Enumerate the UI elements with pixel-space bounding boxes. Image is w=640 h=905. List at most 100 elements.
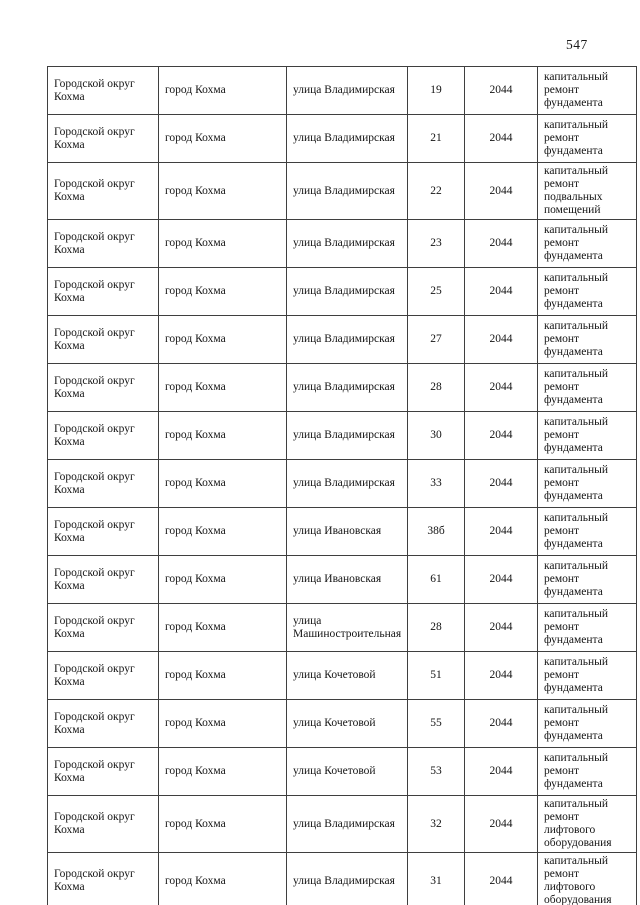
cell-year: 2044 <box>464 699 538 748</box>
cell-city: город Кохма <box>158 555 287 604</box>
table-row: Городской округ Кохма город Кохма улица Вл… <box>47 315 637 364</box>
cell-year: 2044 <box>464 411 538 460</box>
cell-repair_type: капитальный ремонт фундамента <box>537 267 637 316</box>
cell-street: улица Владимирская <box>286 459 408 508</box>
cell-house_number: 23 <box>407 219 465 268</box>
cell-city: город Кохма <box>158 66 287 115</box>
cell-house_number: 27 <box>407 315 465 364</box>
cell-year: 2044 <box>464 507 538 556</box>
cell-municipality: Городской округ Кохма <box>47 852 159 905</box>
cell-street: улица Кочетовой <box>286 651 408 700</box>
cell-street: улица Владимирская <box>286 315 408 364</box>
page-number: 547 <box>566 37 588 52</box>
cell-city: город Кохма <box>158 747 287 796</box>
cell-municipality: Городской округ Кохма <box>47 507 159 556</box>
cell-house_number: 22 <box>407 162 465 220</box>
cell-year: 2044 <box>464 219 538 268</box>
cell-year: 2044 <box>464 162 538 220</box>
table-row: Городской округ Кохма город Кохма улица Вл… <box>47 114 637 163</box>
cell-street: улица Кочетовой <box>286 699 408 748</box>
cell-house_number: 53 <box>407 747 465 796</box>
cell-year: 2044 <box>464 555 538 604</box>
cell-municipality: Городской округ Кохма <box>47 363 159 412</box>
table-row: Городской округ Кохма город Кохма улица Вл… <box>47 795 637 853</box>
cell-house_number: 51 <box>407 651 465 700</box>
table-row: Городской округ Кохма город Кохма улица Вл… <box>47 363 637 412</box>
table-row: Городской округ Кохма город Кохма улица Вл… <box>47 219 637 268</box>
table-row: Городской округ Кохма город Кохма улица Ко… <box>47 651 637 700</box>
cell-municipality: Городской округ Кохма <box>47 411 159 460</box>
cell-repair_type: капитальный ремонт фундамента <box>537 363 637 412</box>
cell-municipality: Городской округ Кохма <box>47 114 159 163</box>
cell-municipality: Городской округ Кохма <box>47 267 159 316</box>
cell-street: улица Кочетовой <box>286 747 408 796</box>
cell-municipality: Городской округ Кохма <box>47 603 159 652</box>
cell-house_number: 30 <box>407 411 465 460</box>
cell-house_number: 21 <box>407 114 465 163</box>
table-row: Городской округ Кохма город Кохма улица Вл… <box>47 162 637 220</box>
cell-repair_type: капитальный ремонт фундамента <box>537 603 637 652</box>
cell-street: улица Владимирская <box>286 114 408 163</box>
table-row: Городской округ Кохма город Кохма улица Вл… <box>47 411 637 460</box>
cell-repair_type: капитальный ремонт фундамента <box>537 507 637 556</box>
cell-repair_type: капитальный ремонт фундамента <box>537 315 637 364</box>
table-row: Городской округ Кохма город Кохма улица Ив… <box>47 507 637 556</box>
cell-street: улица Владимирская <box>286 267 408 316</box>
cell-city: город Кохма <box>158 114 287 163</box>
cell-street: улица Владимирская <box>286 219 408 268</box>
cell-repair_type: капитальный ремонт фундамента <box>537 459 637 508</box>
cell-municipality: Городской округ Кохма <box>47 219 159 268</box>
cell-house_number: 28 <box>407 603 465 652</box>
cell-street: улица Владимирская <box>286 162 408 220</box>
table-row: Городской округ Кохма город Кохма улица Ма… <box>47 603 637 652</box>
cell-year: 2044 <box>464 267 538 316</box>
repair-schedule-table: Городской округ Кохма город Кохма улица Вл… <box>47 66 637 905</box>
table-row: Городской округ Кохма город Кохма улица Ко… <box>47 699 637 748</box>
cell-year: 2044 <box>464 795 538 853</box>
table-row: Городской округ Кохма город Кохма улица Ив… <box>47 555 637 604</box>
repair-schedule-table-body: Городской округ Кохма город Кохма улица Вл… <box>47 66 637 905</box>
cell-city: город Кохма <box>158 411 287 460</box>
cell-repair_type: капитальный ремонт лифтового оборудовани… <box>537 795 637 853</box>
cell-year: 2044 <box>464 651 538 700</box>
cell-house_number: 55 <box>407 699 465 748</box>
cell-repair_type: капитальный ремонт фундамента <box>537 114 637 163</box>
table-row: Городской округ Кохма город Кохма улица Вл… <box>47 852 637 905</box>
cell-year: 2044 <box>464 603 538 652</box>
cell-municipality: Городской округ Кохма <box>47 795 159 853</box>
cell-municipality: Городской округ Кохма <box>47 651 159 700</box>
cell-house_number: 25 <box>407 267 465 316</box>
cell-municipality: Городской округ Кохма <box>47 315 159 364</box>
cell-house_number: 32 <box>407 795 465 853</box>
cell-street: улица Владимирская <box>286 411 408 460</box>
cell-municipality: Городской округ Кохма <box>47 459 159 508</box>
cell-city: город Кохма <box>158 651 287 700</box>
cell-repair_type: капитальный ремонт фундамента <box>537 699 637 748</box>
cell-repair_type: капитальный ремонт фундамента <box>537 411 637 460</box>
cell-year: 2044 <box>464 852 538 905</box>
cell-city: город Кохма <box>158 267 287 316</box>
cell-city: город Кохма <box>158 507 287 556</box>
cell-repair_type: капитальный ремонт фундамента <box>537 555 637 604</box>
cell-repair_type: капитальный ремонт фундамента <box>537 747 637 796</box>
cell-house_number: 38б <box>407 507 465 556</box>
cell-street: улица Машиностроительная <box>286 603 408 652</box>
cell-municipality: Городской округ Кохма <box>47 555 159 604</box>
cell-city: город Кохма <box>158 795 287 853</box>
cell-city: город Кохма <box>158 699 287 748</box>
cell-year: 2044 <box>464 66 538 115</box>
table-row: Городской округ Кохма город Кохма улица Вл… <box>47 267 637 316</box>
cell-repair_type: капитальный ремонт фундамента <box>537 219 637 268</box>
cell-street: улица Владимирская <box>286 363 408 412</box>
cell-street: улица Владимирская <box>286 795 408 853</box>
cell-repair_type: капитальный ремонт фундамента <box>537 66 637 115</box>
cell-year: 2044 <box>464 363 538 412</box>
cell-repair_type: капитальный ремонт подвальных помещений <box>537 162 637 220</box>
cell-year: 2044 <box>464 315 538 364</box>
cell-city: город Кохма <box>158 459 287 508</box>
cell-house_number: 61 <box>407 555 465 604</box>
cell-house_number: 19 <box>407 66 465 115</box>
cell-city: город Кохма <box>158 162 287 220</box>
cell-street: улица Ивановская <box>286 555 408 604</box>
